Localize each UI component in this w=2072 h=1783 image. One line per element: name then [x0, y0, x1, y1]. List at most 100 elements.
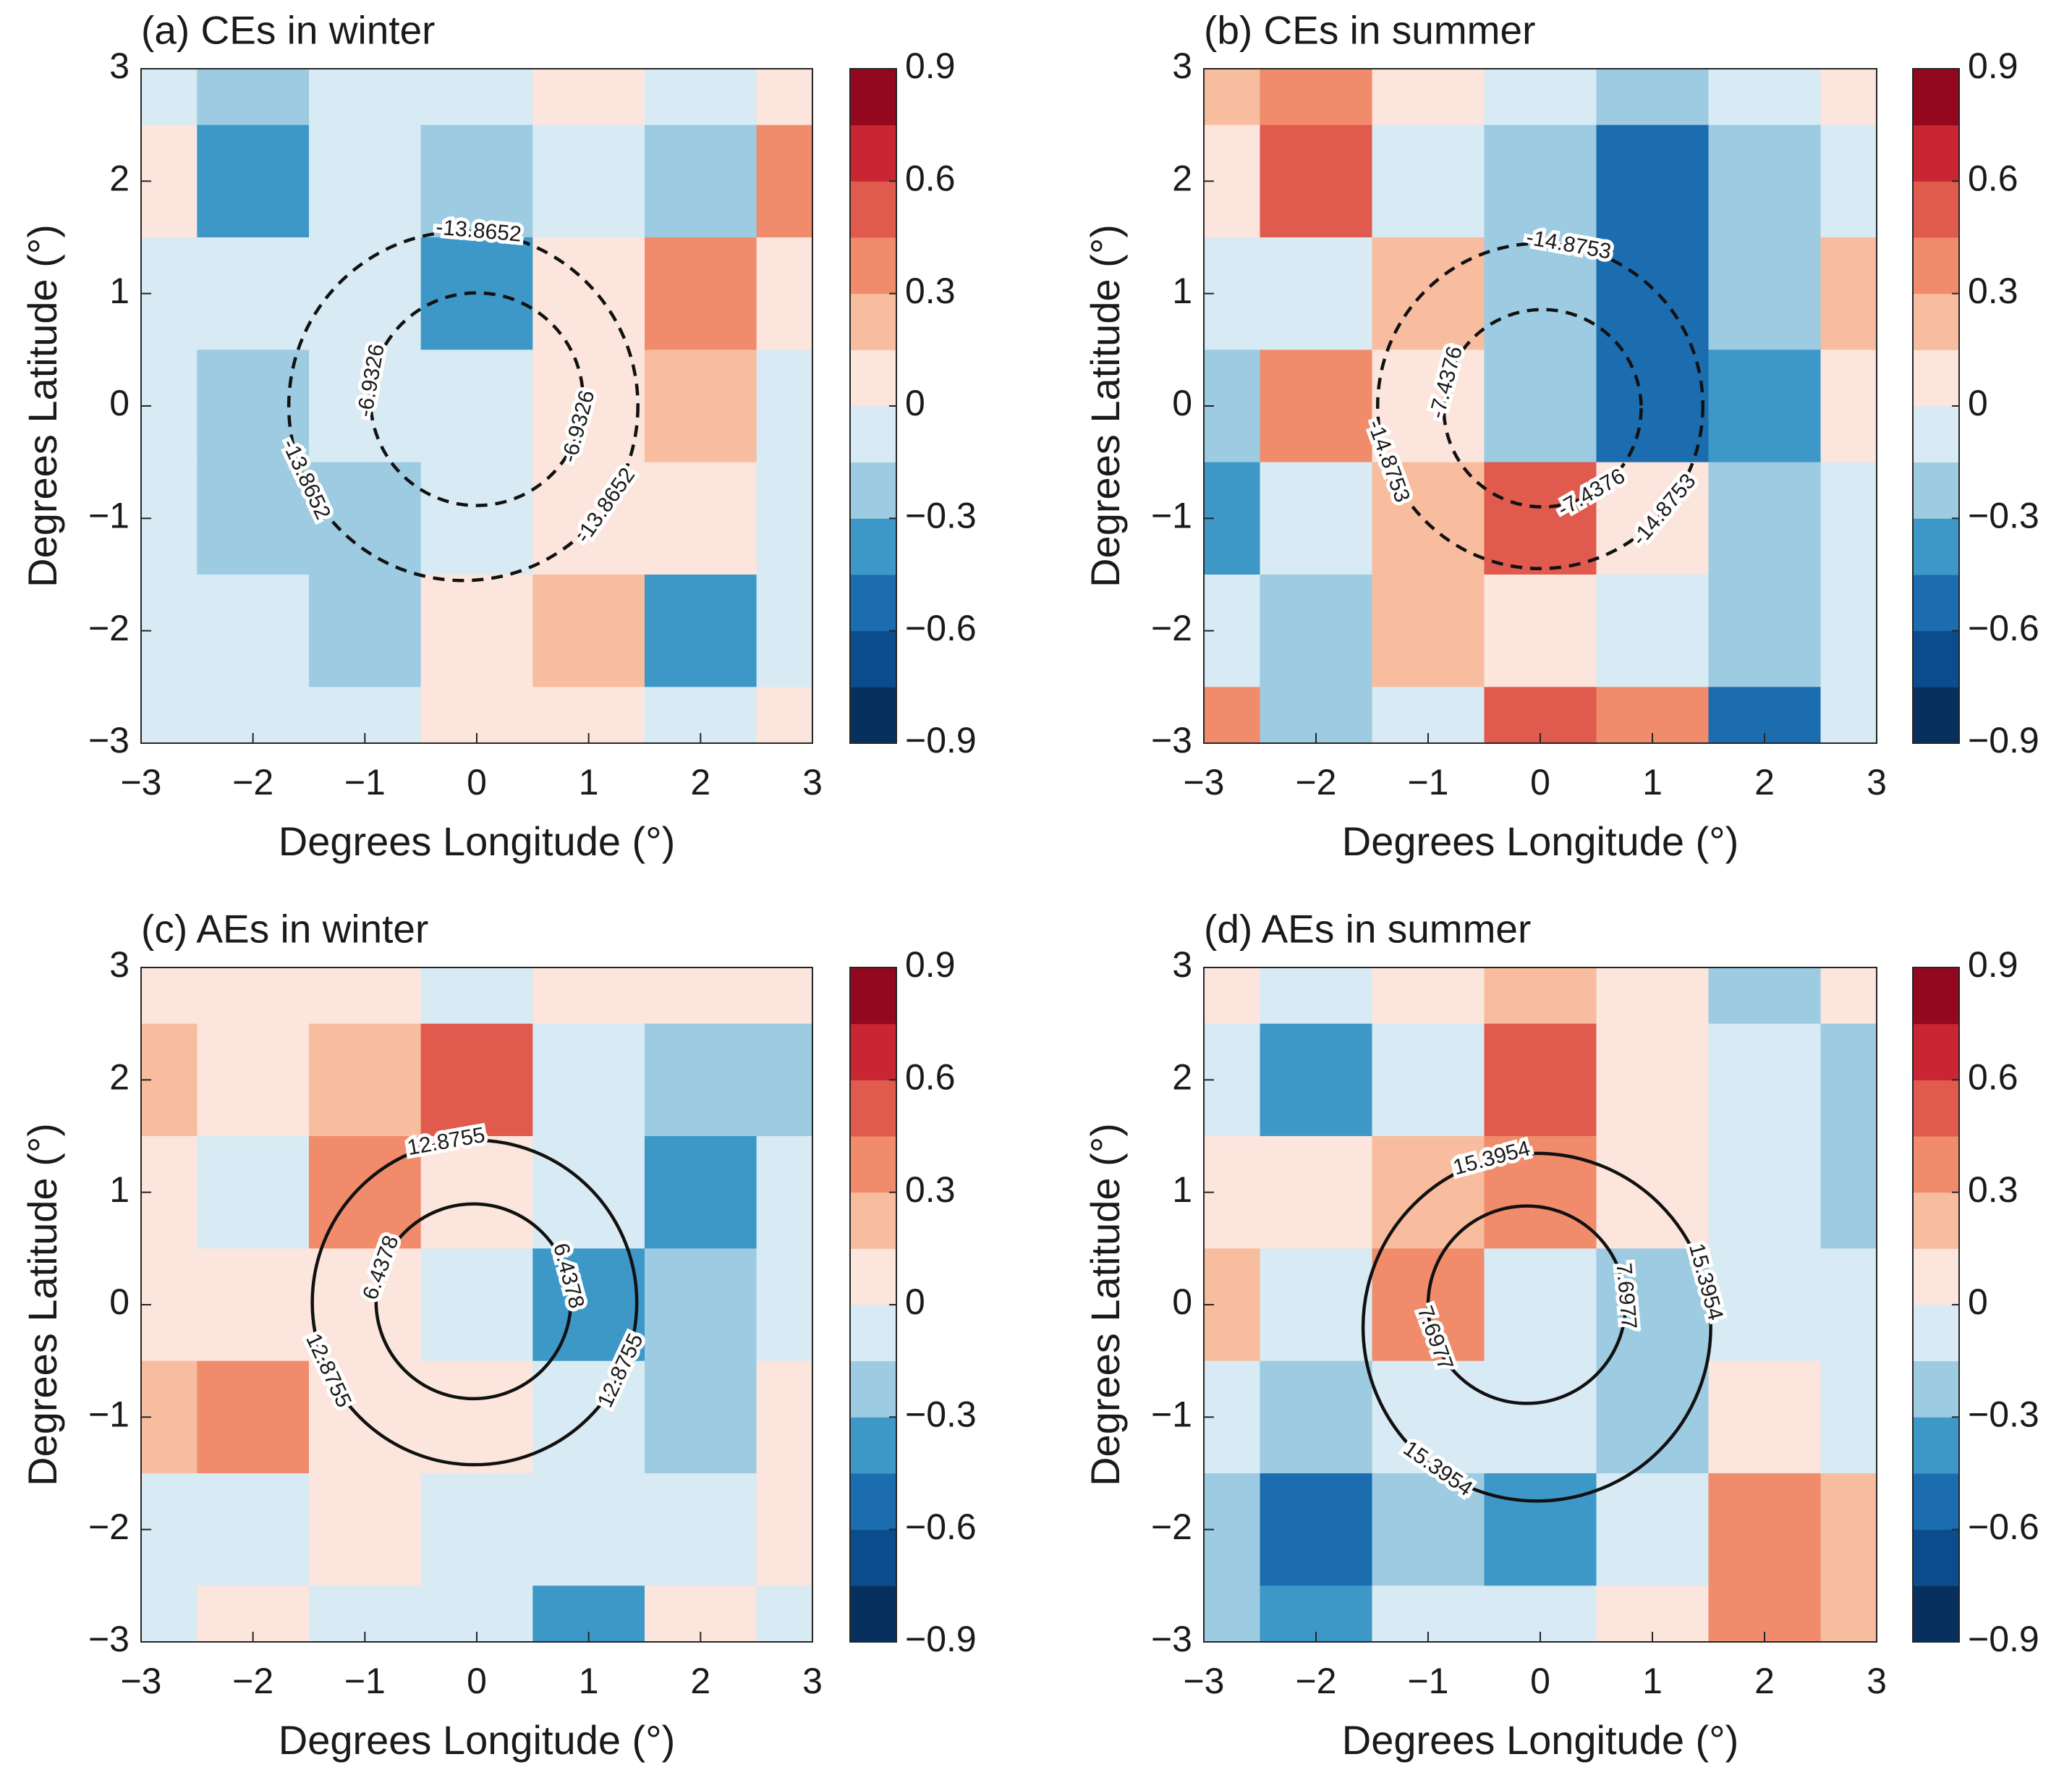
field-cell [1204, 1585, 1261, 1642]
field-cell [1372, 1360, 1485, 1474]
y-tick-label: −2 [1151, 608, 1192, 648]
field-cell [756, 1360, 812, 1474]
colorbar-bin [850, 124, 896, 182]
field-cell [141, 967, 198, 1025]
field-cell [645, 350, 757, 463]
x-tick-label: 3 [1867, 762, 1887, 802]
field-cell [1372, 967, 1485, 1025]
field-cell [1372, 462, 1485, 575]
colorbar-tick-label: −0.9 [1968, 1619, 2039, 1659]
y-tick-label: 2 [109, 158, 130, 199]
field-cell [1484, 350, 1597, 463]
colorbar-tick-label: 0 [1968, 1282, 1988, 1322]
x-tick-label: 3 [802, 762, 823, 802]
colorbar-bin [850, 1360, 896, 1418]
field-cell [645, 237, 757, 351]
field-cell [1372, 1473, 1485, 1587]
colorbar-tick-label: −0.9 [905, 720, 977, 761]
y-tick-label: 2 [1172, 158, 1192, 199]
field-cell [1596, 1023, 1710, 1137]
field-cell [1820, 1473, 1877, 1587]
field: -14.8753-14.8753-14.8753-7.4376-7.4376 [1204, 69, 1877, 743]
field-cell [532, 1473, 645, 1587]
field-cell [420, 1023, 534, 1137]
x-tick-label: −1 [1407, 762, 1448, 802]
colorbar-bin [850, 630, 896, 687]
field-cell [1372, 350, 1485, 463]
field-cell [420, 1136, 534, 1250]
field-cell [1596, 967, 1710, 1025]
field-cell [1820, 1360, 1877, 1474]
y-tick-label: −3 [88, 720, 130, 761]
colorbar-bin [1913, 1360, 1959, 1418]
colorbar-tick-label: −0.6 [905, 1507, 977, 1547]
colorbar-bin [1913, 1248, 1959, 1305]
field-cell [309, 350, 422, 463]
y-tick-label: −3 [1151, 1619, 1192, 1659]
colorbar-bin [850, 1585, 896, 1643]
contour-line [1361, 1151, 1712, 1503]
colorbar-bin [1913, 181, 1959, 238]
x-tick-label: −1 [1407, 1661, 1448, 1701]
field-cell [1260, 350, 1373, 463]
x-tick-label: 3 [1867, 1661, 1887, 1701]
x-axis-label: Degrees Longitude (°) [279, 818, 676, 864]
x-tick-label: −2 [232, 1661, 273, 1701]
panel-title: (a) CEs in winter [141, 8, 435, 53]
field-cell [309, 967, 422, 1025]
field-cell [1260, 1248, 1373, 1362]
colorbar-bin [850, 575, 896, 632]
colorbar-bin [850, 687, 896, 744]
field-cell [1372, 237, 1485, 351]
field-cell [1484, 1248, 1597, 1362]
colorbar-tick-label: 0.9 [905, 944, 956, 985]
colorbar-bin [1913, 1305, 1959, 1362]
field-cell [1484, 967, 1597, 1025]
colorbar-bin [1913, 575, 1959, 632]
field-cell [420, 124, 534, 238]
y-axis-label: Degrees Latitude (°) [20, 1123, 65, 1486]
colorbar-tick-label: 0.9 [1968, 46, 2018, 86]
y-axis-label: Degrees Latitude (°) [1082, 1123, 1128, 1486]
y-tick-label: 3 [1172, 46, 1192, 86]
field-cell [1372, 1023, 1485, 1137]
colorbar-bin [1913, 1417, 1959, 1474]
panel-title: (c) AEs in winter [141, 907, 428, 952]
colorbar-bin [1913, 630, 1959, 687]
y-tick-label: 1 [1172, 271, 1192, 311]
field-cell [1820, 687, 1877, 743]
x-tick-label: −2 [1295, 1661, 1336, 1701]
x-tick-label: 1 [1642, 762, 1663, 802]
colorbar-tick-label: −0.9 [905, 1619, 977, 1659]
field-cell [1820, 1023, 1877, 1137]
colorbar-bin [1913, 462, 1959, 519]
y-tick-label: −1 [88, 1394, 130, 1435]
field-cell [756, 462, 812, 575]
colorbar-bin [850, 462, 896, 519]
field-cell [1484, 1023, 1597, 1137]
field-cell [1820, 237, 1877, 351]
field-cell [1260, 1136, 1373, 1250]
field-cell [197, 1023, 310, 1137]
colorbar-bin [1913, 687, 1959, 744]
field-cell [1596, 237, 1710, 351]
x-tick-label: −1 [344, 762, 386, 802]
colorbar-bin [1913, 1529, 1959, 1586]
field-cell [1204, 967, 1261, 1025]
colorbar-bin [1913, 237, 1959, 295]
x-tick-label: −3 [1183, 1661, 1224, 1701]
colorbar-bin [850, 1417, 896, 1474]
field-cell [645, 69, 757, 126]
field-cell [1260, 237, 1373, 351]
colorbar-bin [1913, 1192, 1959, 1249]
y-tick-label: 0 [109, 1282, 130, 1322]
colorbar-bin [850, 518, 896, 575]
field-cell [756, 1023, 812, 1137]
colorbar-bin [1913, 518, 1959, 575]
field-cell [645, 1248, 757, 1362]
field-cell [197, 237, 310, 351]
x-tick-label: −3 [120, 1661, 161, 1701]
field-cell [1820, 69, 1877, 126]
field-cell [756, 1473, 812, 1587]
